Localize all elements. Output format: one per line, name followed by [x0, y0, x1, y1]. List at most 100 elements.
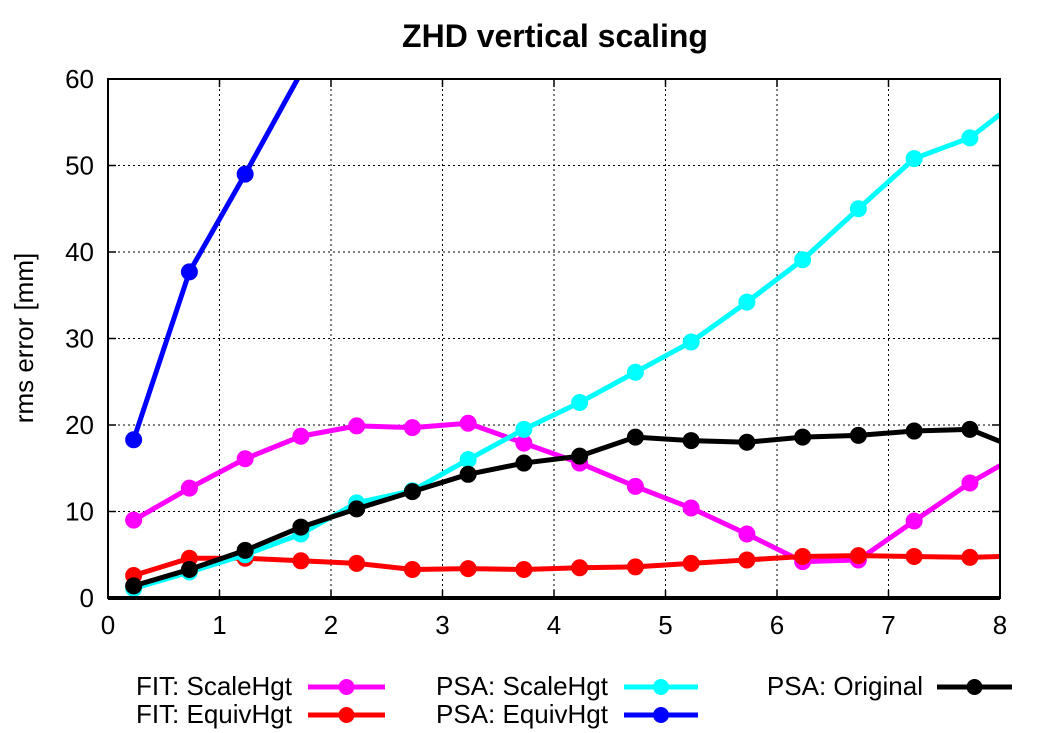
legend-label: FIT: EquivHgt: [136, 699, 293, 729]
x-tick-label: 1: [212, 610, 226, 640]
data-point: [236, 541, 254, 559]
x-tick-label: 5: [658, 610, 672, 640]
data-point: [125, 577, 143, 595]
series-group: [125, 79, 1000, 597]
data-point: [292, 552, 310, 570]
x-tick-label: 8: [993, 610, 1007, 640]
data-point: [738, 433, 756, 451]
legend-swatch-marker: [653, 679, 669, 695]
data-point: [292, 518, 310, 536]
data-point: [180, 560, 198, 578]
series-line: [132, 112, 1000, 591]
y-tick-label: 60: [65, 64, 94, 94]
data-point: [905, 512, 923, 530]
x-tick-label: 0: [101, 610, 115, 640]
data-point: [403, 419, 421, 437]
data-point: [459, 414, 477, 432]
data-point: [682, 432, 700, 450]
data-point: [459, 451, 477, 469]
data-point: [849, 547, 867, 565]
x-tick-label: 3: [435, 610, 449, 640]
y-tick-label: 20: [65, 410, 94, 440]
data-point: [794, 428, 812, 446]
legend-label: PSA: Original: [767, 671, 923, 701]
data-point: [236, 450, 254, 468]
data-point: [961, 129, 979, 147]
data-point: [348, 554, 366, 572]
y-tick-label: 10: [65, 497, 94, 527]
y-tick-label: 50: [65, 151, 94, 181]
legend-item: FIT: ScaleHgt: [136, 671, 385, 701]
legend-item: PSA: EquivHgt: [436, 699, 698, 729]
data-point: [125, 511, 143, 529]
legend-swatch-marker: [338, 679, 355, 695]
series-psa-original: [125, 420, 1000, 595]
data-point: [682, 333, 700, 351]
series-psa-equivhgt: [125, 79, 300, 449]
chart-title: ZHD vertical scaling: [402, 18, 708, 54]
data-point: [459, 465, 477, 483]
data-point: [961, 474, 979, 492]
data-point: [626, 428, 644, 446]
plot-series: [125, 79, 1000, 597]
legend-item: PSA: ScaleHgt: [436, 671, 698, 701]
data-point: [626, 558, 644, 576]
data-point: [738, 551, 756, 569]
data-point: [682, 554, 700, 572]
data-point: [738, 293, 756, 311]
legend-item: PSA: Original: [767, 671, 1012, 701]
data-point: [292, 427, 310, 445]
legend-swatch-marker: [338, 707, 355, 723]
data-point: [849, 426, 867, 444]
legend-label: PSA: EquivHgt: [436, 699, 609, 729]
data-point: [849, 200, 867, 218]
axis-ticks: 0 1 2 3 4 5 6 7 8 0 10 20 30 40 50 60: [65, 64, 1007, 640]
data-point: [794, 251, 812, 269]
series-line: [131, 79, 300, 441]
data-point: [794, 547, 812, 565]
data-point: [403, 560, 421, 578]
data-point: [905, 422, 923, 440]
data-point: [459, 560, 477, 578]
data-point: [180, 479, 198, 497]
y-tick-label: 40: [65, 237, 94, 267]
data-point: [515, 454, 533, 472]
legend-label: PSA: ScaleHgt: [436, 671, 609, 701]
data-point: [682, 499, 700, 517]
legend-swatch-marker: [966, 679, 983, 695]
data-point: [571, 559, 589, 577]
y-tick-label: 0: [80, 583, 94, 613]
x-tick-label: 6: [770, 610, 784, 640]
legend-item: FIT: EquivHgt: [136, 699, 385, 729]
legend-swatch-marker: [653, 707, 669, 723]
data-point: [738, 525, 756, 543]
data-point: [236, 165, 254, 183]
data-point: [626, 477, 644, 495]
data-point: [571, 394, 589, 412]
x-tick-label: 7: [881, 610, 895, 640]
data-point: [348, 500, 366, 518]
x-tick-label: 4: [547, 610, 561, 640]
legend-label: FIT: ScaleHgt: [136, 671, 293, 701]
data-point: [515, 560, 533, 578]
data-point: [626, 363, 644, 381]
data-point: [571, 447, 589, 465]
y-tick-label: 30: [65, 324, 94, 354]
data-point: [905, 547, 923, 565]
y-axis-label: rms error [mm]: [9, 253, 39, 423]
data-point: [905, 150, 923, 168]
data-point: [348, 417, 366, 435]
data-point: [515, 420, 533, 438]
data-point: [403, 483, 421, 501]
series-psa-scalehgt: [125, 112, 1000, 597]
grid-lines: [108, 79, 1000, 598]
x-tick-label: 2: [324, 610, 338, 640]
series-line: [132, 553, 1000, 578]
data-point: [961, 420, 979, 438]
data-point: [961, 548, 979, 566]
data-point: [125, 431, 143, 449]
data-point: [180, 263, 198, 281]
